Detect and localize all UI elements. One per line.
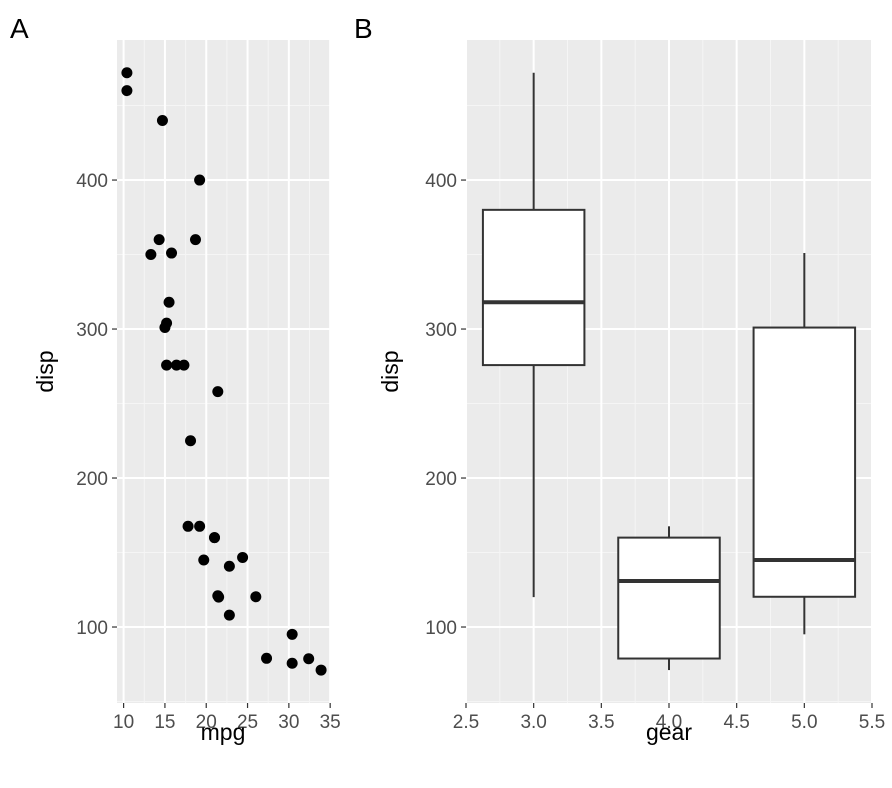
panel-b-x-axis-title: gear <box>646 719 692 745</box>
scatter-point <box>121 67 133 79</box>
panel-a-x-axis-title: mpg <box>201 719 246 745</box>
scatter-point <box>212 590 224 602</box>
panel-a-y-axis-title: disp <box>32 350 58 392</box>
panel-b-x-tick-label: 3.5 <box>588 712 614 733</box>
panel-b-y-tick-label: 200 <box>425 469 457 490</box>
scatter-point <box>145 249 157 261</box>
panel-a-x-tick-label: 35 <box>320 712 341 733</box>
panel-b-x-tick-label: 4.5 <box>723 712 749 733</box>
panel-b-x-tick-label: 5.5 <box>859 712 885 733</box>
panel-b-x-tick-label: 5.0 <box>791 712 817 733</box>
panel-b-y-tick-label: 300 <box>425 320 457 341</box>
panel-a-y-tick-label: 100 <box>76 618 108 639</box>
scatter-point <box>178 359 190 371</box>
panel-a-y-tick-label: 200 <box>76 469 108 490</box>
scatter-point <box>223 560 235 572</box>
scatter-point <box>286 657 298 669</box>
scatter-point <box>182 520 194 532</box>
panel-a-grid <box>117 40 332 703</box>
scatter-point <box>212 386 224 398</box>
scatter-point <box>237 551 249 563</box>
scatter-point <box>198 554 210 566</box>
scatter-point <box>194 174 206 186</box>
scatter-point <box>194 520 206 532</box>
scatter-point <box>250 591 262 603</box>
scatter-point <box>303 653 315 665</box>
panel-b-x-tick-label: 4.0 <box>656 712 682 733</box>
scatter-point <box>223 609 235 621</box>
panel-b-boxes <box>481 72 857 671</box>
panel-b-y-tick-label: 400 <box>425 171 457 192</box>
panel-a-x-tick-label: 20 <box>196 712 217 733</box>
boxplot-gear-3 <box>481 72 586 598</box>
scatter-point <box>163 296 175 308</box>
panel-a-x-tick-label: 15 <box>154 712 175 733</box>
scatter-point <box>315 664 327 676</box>
scatter-point <box>261 652 273 664</box>
panel-a-background <box>117 40 331 703</box>
scatter-point <box>166 247 178 259</box>
scatter-point <box>121 85 133 97</box>
box-iqr <box>617 536 721 660</box>
panel-b-x-tick-label: 3.0 <box>520 712 546 733</box>
panel-a-x-tick-label: 10 <box>113 712 134 733</box>
scatter-point <box>161 359 173 371</box>
panel-a-x-tick-label: 30 <box>278 712 299 733</box>
panel-b-y-tick-label: 100 <box>425 618 457 639</box>
panel-a-label: A <box>10 13 29 44</box>
box-iqr <box>481 208 586 367</box>
panel-a-points <box>121 67 327 676</box>
panel-a-y-tick-label: 400 <box>76 171 108 192</box>
panel-a-y-tick-label: 300 <box>76 320 108 341</box>
scatter-point <box>153 234 165 246</box>
panel-b-x-tick-label: 2.5 <box>453 712 479 733</box>
panel-b-axes: 2.5 3.0 3.5 4.0 4.5 5.0 5.5 100 200 300 400 <box>425 171 885 733</box>
scatter-point <box>185 435 197 447</box>
scatter-point <box>156 114 168 126</box>
panel-b-label: B <box>354 13 373 44</box>
panel-a-x-tick-label: 25 <box>237 712 258 733</box>
boxplot-gear-4 <box>617 526 721 671</box>
boxplot-gear-5 <box>752 253 857 635</box>
panel-b: B 2.5 3.0 3.5 4.0 4.5 5.0 5.5 100 200 300 400 gear… <box>354 13 885 745</box>
box-iqr <box>752 326 857 598</box>
panel-a-axes: 10 15 20 25 30 35 100 200 300 400 <box>76 171 340 733</box>
scatter-point <box>189 234 201 246</box>
scatter-point <box>208 532 220 544</box>
scatter-point <box>286 628 298 640</box>
panel-a: A 10 15 20 25 30 35 100 200 300 400 mpg disp <box>10 13 341 745</box>
scatter-point <box>159 322 171 334</box>
panel-b-y-axis-title: disp <box>377 350 403 392</box>
